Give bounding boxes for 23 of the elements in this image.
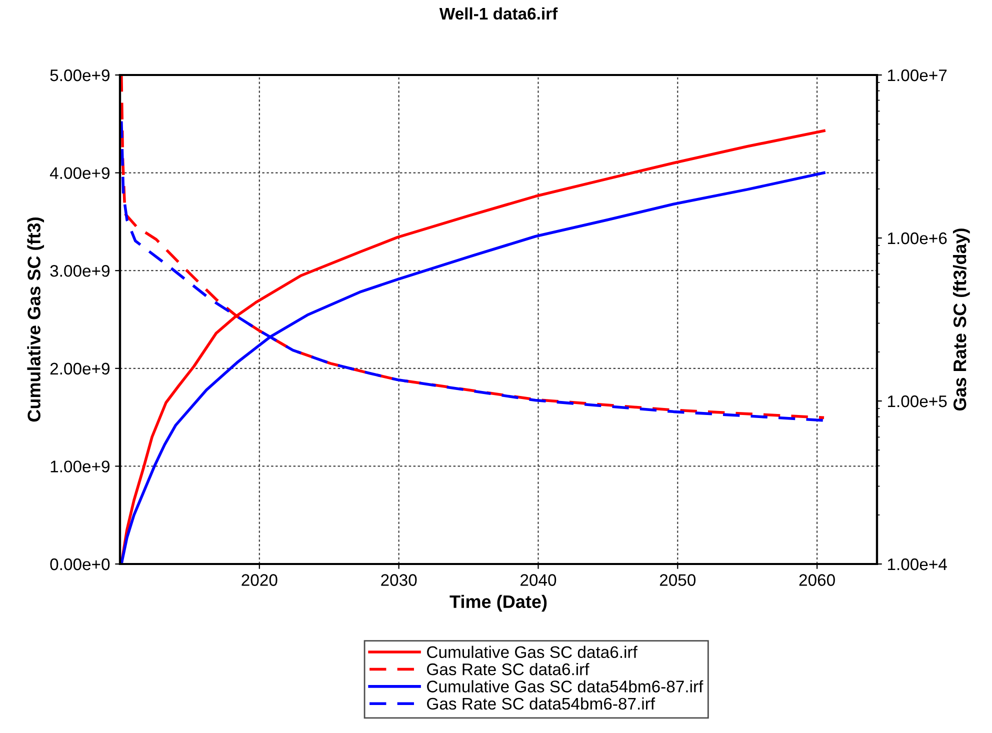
x-tick-label: 2040 xyxy=(520,574,556,586)
x-tick-label: 2030 xyxy=(381,574,417,586)
y-tick-label: 1.00e+9 xyxy=(50,460,110,472)
y-tick-label: 3.00e+9 xyxy=(50,265,110,277)
legend-label: Gas Rate SC data54bm6-87.irf xyxy=(427,697,656,710)
y-tick-label: 5.00e+9 xyxy=(50,69,110,82)
x-axis-title: Time (Date) xyxy=(450,594,547,612)
y2-tick-label: 1.00e+5 xyxy=(888,395,947,408)
legend-label: Gas Rate SC data6.irf xyxy=(427,662,590,676)
y-axis-title: Cumulative Gas SC (ft3) xyxy=(27,218,44,422)
chart-title: Well-1 data6.irf xyxy=(439,7,558,20)
y2-tick-label: 1.00e+4 xyxy=(888,558,947,570)
y-tick-label: 2.00e+9 xyxy=(50,362,110,375)
y2-tick-label: 1.00e+6 xyxy=(888,232,947,244)
legend-label: Cumulative Gas SC data54bm6-87.irf xyxy=(427,680,704,692)
x-tick-label: 2050 xyxy=(660,574,696,586)
y2-tick-label: 1.00e+7 xyxy=(888,69,947,82)
y-tick-label: 4.00e+9 xyxy=(50,167,110,180)
legend-label: Cumulative Gas SC data6.irf xyxy=(427,646,638,658)
x-tick-label: 2020 xyxy=(242,574,278,586)
y2-axis-title: Gas Rate SC (ft3/day) xyxy=(952,228,970,411)
y-tick-label: 0.00e+0 xyxy=(50,558,110,570)
x-tick-label: 2060 xyxy=(799,574,835,586)
